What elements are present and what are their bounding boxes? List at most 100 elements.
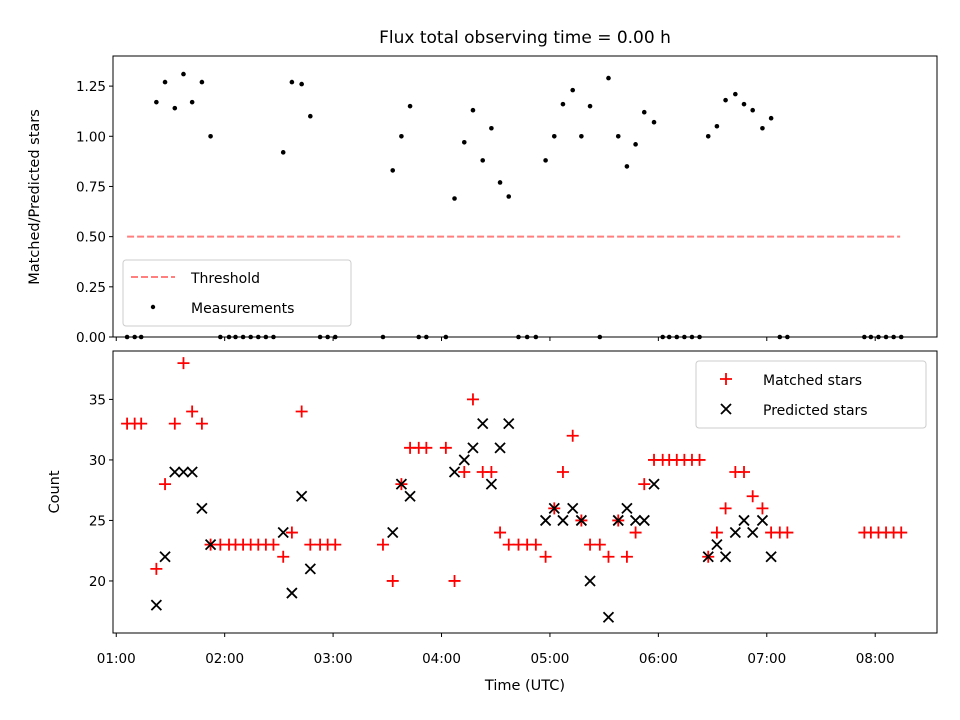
matched-star-point	[150, 562, 163, 575]
bottom-axes-frame	[112, 350, 938, 634]
predicted-star-point	[648, 478, 660, 490]
predicted-star-point	[756, 514, 769, 527]
x-axis-label: Time (UTC)	[484, 678, 565, 694]
top-y-tick-label: 0.00	[76, 330, 106, 346]
x-tick-label: 06:00	[639, 651, 678, 667]
matched-star-point	[494, 526, 507, 539]
measurement-point	[570, 87, 576, 93]
measurement-point	[489, 125, 494, 131]
measurement-point	[543, 158, 548, 163]
matched-star-point	[629, 526, 642, 539]
predicted-star-point	[621, 502, 633, 514]
top-y-tick-label: 0.75	[76, 179, 106, 195]
predicted-star-point	[638, 514, 650, 527]
measurement-point	[768, 115, 774, 121]
measurement-point	[579, 133, 584, 139]
matched-star-point	[458, 466, 471, 479]
measurement-point	[289, 79, 295, 85]
matched-star-point	[420, 441, 433, 454]
measurement-point	[624, 164, 630, 169]
top-y-tick-label: 1.25	[76, 79, 106, 95]
legend-measurements-label: Measurements	[191, 301, 294, 317]
predicted-star-point	[177, 466, 190, 478]
matched-star-point	[439, 441, 452, 454]
matched-star-point	[277, 550, 290, 563]
legend-predicted-label: Predicted stars	[763, 403, 868, 419]
predicted-star-point	[387, 526, 399, 539]
matched-star-point	[466, 393, 479, 406]
matched-star-point	[556, 466, 569, 479]
predicted-star-point	[186, 466, 198, 478]
matched-star-point	[159, 478, 172, 491]
predicted-star-point	[719, 551, 732, 563]
legend-threshold-label: Threshold	[190, 271, 260, 287]
matched-star-point	[135, 417, 148, 430]
measurement-point	[308, 113, 313, 119]
top-legend-box	[122, 259, 352, 327]
matched-star-point	[693, 453, 706, 466]
predicted-star-point	[539, 514, 552, 527]
measurement-point	[497, 180, 503, 185]
predicted-star-point	[150, 599, 163, 611]
measurement-point	[606, 75, 611, 81]
predicted-star-point	[477, 417, 489, 430]
matched-star-point	[329, 538, 342, 551]
top-y-ticks: 0.00 0.25 0.50 0.75 1.00 1.25	[76, 79, 113, 346]
predicted-star-point	[159, 551, 171, 563]
matched-star-point	[710, 526, 723, 539]
predicted-star-point	[404, 490, 416, 502]
matched-star-point	[756, 502, 769, 515]
x-tick-label: 04:00	[422, 651, 461, 667]
predicted-star-point	[296, 490, 308, 502]
predicted-star-point	[602, 611, 615, 623]
legend-matched-label: Matched stars	[763, 373, 862, 389]
top-y-tick-label: 0.50	[76, 230, 106, 246]
measurement-point	[551, 133, 557, 139]
measurement-point	[714, 123, 720, 129]
measurement-point	[587, 103, 593, 109]
measurement-point	[208, 133, 213, 139]
measurement-point	[452, 196, 457, 201]
predicted-star-point	[395, 478, 408, 490]
predicted-star-point	[286, 587, 298, 599]
predicted-star-point	[503, 417, 515, 430]
measurement-point	[461, 140, 467, 145]
matched-star-point	[448, 574, 461, 587]
top-legend: Threshold Measurements	[122, 259, 352, 327]
matched-star-point	[620, 550, 633, 563]
matched-star-point	[738, 466, 751, 479]
predicted-star-point	[548, 502, 560, 514]
measurement-point	[470, 107, 476, 113]
legend-measurements-marker	[150, 304, 156, 310]
bottom-y-tick-label: 30	[89, 453, 106, 469]
matched-star-point	[602, 550, 615, 563]
measurement-point	[189, 99, 195, 105]
predicted-star-point	[169, 466, 181, 478]
predicted-star-point	[196, 502, 208, 514]
predicted-star-point	[738, 514, 750, 527]
matched-star-point	[485, 466, 498, 479]
measurement-point	[390, 168, 396, 173]
matched-star-point	[638, 478, 651, 491]
measurement-point	[651, 119, 657, 125]
predicted-star-point	[277, 526, 289, 539]
x-tick-label: 03:00	[314, 651, 353, 667]
top-axes-frame	[112, 55, 938, 338]
bottom-y-axis-label: Count	[47, 470, 63, 513]
predicted-star-point	[584, 575, 596, 587]
measurement-point	[741, 101, 747, 107]
measurement-point	[399, 133, 404, 139]
matched-star-point	[186, 405, 199, 418]
bottom-y-tick-label: 20	[89, 574, 106, 590]
matched-star-point	[529, 538, 542, 551]
measurement-point	[172, 105, 178, 111]
predicted-star-point	[702, 551, 714, 563]
bottom-y-ticks: 20 25 30 35	[89, 392, 113, 590]
predicted-star-point	[448, 466, 461, 478]
predicted-star-point	[458, 454, 470, 466]
predicted-star-point	[612, 514, 624, 527]
predicted-star-point	[747, 526, 759, 539]
matched-star-point	[168, 417, 181, 430]
